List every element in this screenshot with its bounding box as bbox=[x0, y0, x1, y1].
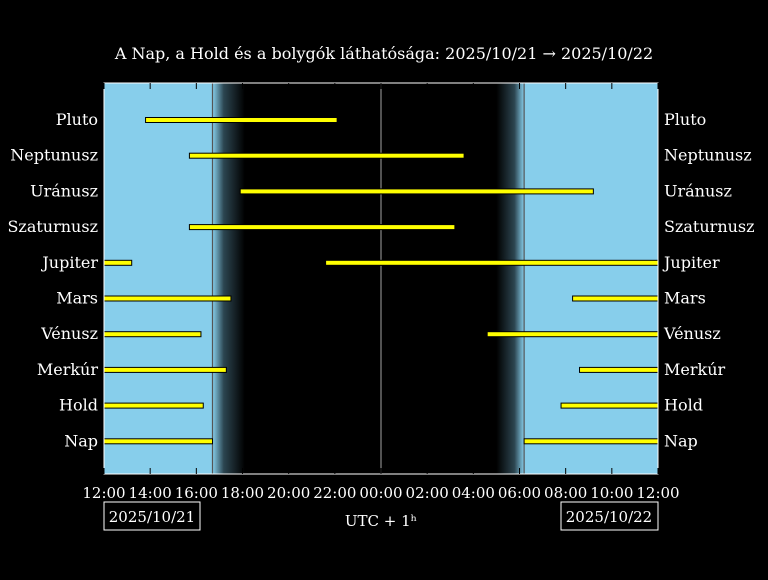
x-tick-label: 06:00 bbox=[498, 484, 541, 502]
y-label-left-jupiter: Jupiter bbox=[40, 253, 98, 272]
x-tick-label: 04:00 bbox=[452, 484, 495, 502]
visibility-bar-merkur bbox=[579, 366, 659, 373]
visibility-bar-jupiter bbox=[103, 259, 133, 266]
y-label-left-neptunusz: Neptunusz bbox=[10, 146, 98, 165]
date-left-box bbox=[103, 501, 201, 531]
y-label-left-szaturnusz: Szaturnusz bbox=[7, 217, 98, 236]
twilight-region-evening bbox=[212, 83, 245, 474]
x-tick-label: 12:00 bbox=[636, 484, 679, 502]
plot-frame bbox=[103, 82, 659, 475]
visibility-bar-venusz bbox=[103, 331, 202, 338]
x-tick-label: 02:00 bbox=[406, 484, 449, 502]
y-label-left-pluto: Pluto bbox=[56, 110, 98, 129]
y-label-right-jupiter: Jupiter bbox=[662, 253, 720, 272]
y-label-right-uranusz: Uránusz bbox=[664, 181, 732, 200]
y-label-right-hold: Hold bbox=[664, 396, 703, 415]
y-axis-labels-right: Pluto Neptunusz Uránusz Szaturnusz Jupiter Ma… bbox=[662, 110, 755, 450]
x-tick-label: 20:00 bbox=[267, 484, 310, 502]
x-tick-label: 14:00 bbox=[129, 484, 172, 502]
y-label-right-pluto: Pluto bbox=[664, 110, 706, 129]
reference-lines bbox=[211, 83, 525, 474]
night-region bbox=[244, 83, 497, 474]
visibility-bar-neptunusz bbox=[188, 152, 465, 159]
y-label-left-nap: Nap bbox=[64, 431, 98, 450]
x-axis-tick-labels: 12:00 14:00 16:00 18:00 20:00 22:00 00:00 02:00… bbox=[82, 484, 679, 502]
x-tick-label: 22:00 bbox=[313, 484, 356, 502]
y-label-left-venusz: Vénusz bbox=[40, 324, 98, 343]
y-label-right-merkur: Merkúr bbox=[664, 360, 726, 379]
date-right-label: 2025/10/22 bbox=[566, 508, 652, 526]
y-label-left-merkur: Merkúr bbox=[37, 360, 99, 379]
x-tick-label: 12:00 bbox=[82, 484, 125, 502]
y-axis-labels-left: Pluto Neptunusz Uránusz Szaturnusz Jupiter Ma… bbox=[7, 110, 98, 450]
visibility-bar-nap bbox=[103, 438, 213, 445]
x-tick-label: 00:00 bbox=[359, 484, 402, 502]
y-label-right-neptunusz: Neptunusz bbox=[664, 146, 752, 165]
y-label-left-uranusz: Uránusz bbox=[30, 181, 98, 200]
y-label-left-mars: Mars bbox=[56, 289, 98, 308]
visibility-bar-mars bbox=[103, 295, 232, 302]
visibility-bar-jupiter bbox=[325, 259, 659, 266]
visibility-bar-merkur bbox=[103, 366, 227, 373]
x-tick-label: 08:00 bbox=[544, 484, 587, 502]
visibility-bar-mars bbox=[572, 295, 659, 302]
x-tick-label: 18:00 bbox=[221, 484, 264, 502]
day-region-left bbox=[104, 83, 213, 474]
y-label-right-venusz: Vénusz bbox=[663, 324, 721, 343]
date-right-box bbox=[560, 501, 659, 531]
day-region-right bbox=[524, 83, 658, 474]
visibility-bar-uranusz bbox=[239, 188, 594, 195]
y-label-right-szaturnusz: Szaturnusz bbox=[664, 217, 755, 236]
y-label-left-hold: Hold bbox=[59, 396, 98, 415]
y-label-right-mars: Mars bbox=[664, 289, 706, 308]
visibility-bar-nap bbox=[523, 438, 659, 445]
date-left-label: 2025/10/21 bbox=[109, 508, 195, 526]
visibility-bar-hold bbox=[560, 402, 659, 409]
chart-title: A Nap, a Hold és a bolygók láthatósága: … bbox=[114, 44, 653, 63]
visibility-bar-szaturnusz bbox=[188, 224, 456, 231]
visibility-bar-pluto bbox=[145, 117, 338, 123]
visibility-bar-venusz bbox=[486, 331, 659, 338]
x-tick-label: 10:00 bbox=[590, 484, 633, 502]
y-label-right-nap: Nap bbox=[664, 431, 698, 450]
visibility-bars bbox=[103, 117, 659, 445]
x-tick-label: 16:00 bbox=[175, 484, 218, 502]
plot-background bbox=[104, 83, 658, 474]
twilight-region-morning bbox=[496, 83, 525, 474]
x-axis-label: UTC + 1ʰ bbox=[345, 512, 417, 530]
visibility-bar-hold bbox=[103, 402, 204, 409]
